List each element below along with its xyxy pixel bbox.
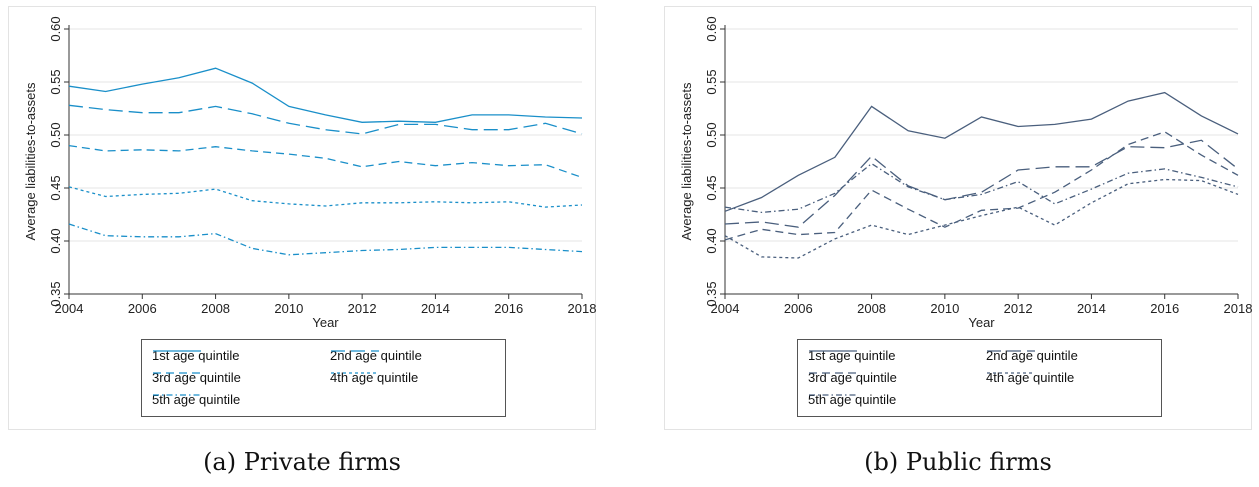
legend-label: 4th age quintile — [330, 369, 419, 385]
series-line-1 — [68, 67, 583, 123]
series-line-4 — [724, 178, 1239, 259]
chart-frame: 0.35 0.40 0.45 0.50 0.55 0.60 2004 2006 2008 2010… — [664, 6, 1252, 430]
series-line-2 — [724, 139, 1239, 228]
series-line-5 — [724, 162, 1239, 214]
y-tick-label: 0.40 — [48, 228, 63, 253]
legend-label: 5th age quintile — [152, 391, 241, 407]
x-tick-label: 2010 — [274, 301, 303, 316]
legend-swatch — [153, 372, 201, 374]
x-tick-label: 2012 — [1004, 301, 1033, 316]
legend-swatch — [809, 394, 857, 396]
y-tick-label: 0.40 — [704, 228, 719, 253]
legend-entry: 4th age quintile — [330, 368, 418, 386]
chart-panel-private: 0.35 0.40 0.45 0.50 0.55 0.60 2004 2006 2008 2010… — [8, 0, 596, 487]
y-tick-label: 0.60 — [704, 16, 719, 41]
y-tick-label: 0.50 — [704, 122, 719, 147]
x-tick-label: 2014 — [421, 301, 450, 316]
x-tick-label: 2008 — [857, 301, 886, 316]
x-tick-label: 2018 — [1224, 301, 1253, 316]
x-tick-label: 2008 — [201, 301, 230, 316]
chart-legend: 1st age quintile 2nd age quintile 3rd age … — [141, 339, 506, 417]
figure-caption: (a) Private firms — [203, 448, 401, 476]
chart-legend: 1st age quintile 2nd age quintile 3rd age … — [797, 339, 1162, 417]
y-tick-label: 0.50 — [48, 122, 63, 147]
x-tick-label: 2004 — [711, 301, 740, 316]
y-axis-label: Average liabilities-to-assets — [23, 82, 38, 240]
legend-entry: 1st age quintile — [152, 346, 239, 364]
legend-entry: 3rd age quintile — [808, 368, 897, 386]
series-line-4 — [68, 186, 583, 208]
x-axis-label: Year — [968, 315, 995, 330]
chart-panel-public: 0.35 0.40 0.45 0.50 0.55 0.60 2004 2006 2008 2010… — [664, 0, 1252, 487]
legend-entry: 5th age quintile — [808, 390, 896, 408]
x-tick-label: 2018 — [568, 301, 597, 316]
legend-label: 3rd age quintile — [808, 369, 897, 385]
y-tick-label: 0.45 — [48, 175, 63, 200]
x-tick-label: 2012 — [348, 301, 377, 316]
x-tick-label: 2006 — [784, 301, 813, 316]
series-line-3 — [68, 144, 583, 179]
x-tick-label: 2014 — [1077, 301, 1106, 316]
y-tick-label: 0.35 — [704, 281, 719, 306]
y-tick-label: 0.55 — [704, 69, 719, 94]
y-tick-label: 0.45 — [704, 175, 719, 200]
chart-frame: 0.35 0.40 0.45 0.50 0.55 0.60 2004 2006 2008 2010… — [8, 6, 596, 430]
legend-label: 5th age quintile — [808, 391, 897, 407]
series-line-3 — [724, 131, 1239, 241]
legend-label: 4th age quintile — [986, 369, 1075, 385]
series-line-1 — [724, 91, 1239, 212]
figure-caption: (b) Public firms — [864, 448, 1052, 476]
legend-entry: 4th age quintile — [986, 368, 1074, 386]
line-chart-public: 0.35 0.40 0.45 0.50 0.55 0.60 2004 2006 2008 2010… — [679, 16, 1253, 330]
x-tick-label: 2004 — [55, 301, 84, 316]
x-axis-label: Year — [312, 315, 339, 330]
legend-swatch — [987, 350, 1035, 352]
legend-entry: 3rd age quintile — [152, 368, 241, 386]
y-axis-label: Average liabilities-to-assets — [679, 82, 694, 240]
y-tick-label: 0.60 — [48, 16, 63, 41]
x-tick-label: 2006 — [128, 301, 157, 316]
legend-entry: 1st age quintile — [808, 346, 895, 364]
legend-swatch — [809, 350, 857, 352]
y-tick-label: 0.35 — [48, 281, 63, 306]
legend-label: 3rd age quintile — [152, 369, 241, 385]
legend-entry: 2nd age quintile — [330, 346, 422, 364]
legend-swatch — [331, 372, 379, 374]
series-line-2 — [68, 104, 583, 135]
x-tick-label: 2010 — [930, 301, 959, 316]
y-tick-label: 0.55 — [48, 69, 63, 94]
legend-swatch — [153, 350, 201, 352]
legend-swatch — [153, 394, 201, 396]
legend-swatch — [809, 372, 857, 374]
legend-entry: 5th age quintile — [152, 390, 240, 408]
legend-swatch — [331, 350, 379, 352]
x-tick-label: 2016 — [494, 301, 523, 316]
line-chart-private: 0.35 0.40 0.45 0.50 0.55 0.60 2004 2006 2008 2010… — [23, 16, 597, 330]
x-tick-label: 2016 — [1150, 301, 1179, 316]
series-line-5 — [68, 223, 583, 256]
legend-swatch — [987, 372, 1035, 374]
legend-entry: 2nd age quintile — [986, 346, 1078, 364]
